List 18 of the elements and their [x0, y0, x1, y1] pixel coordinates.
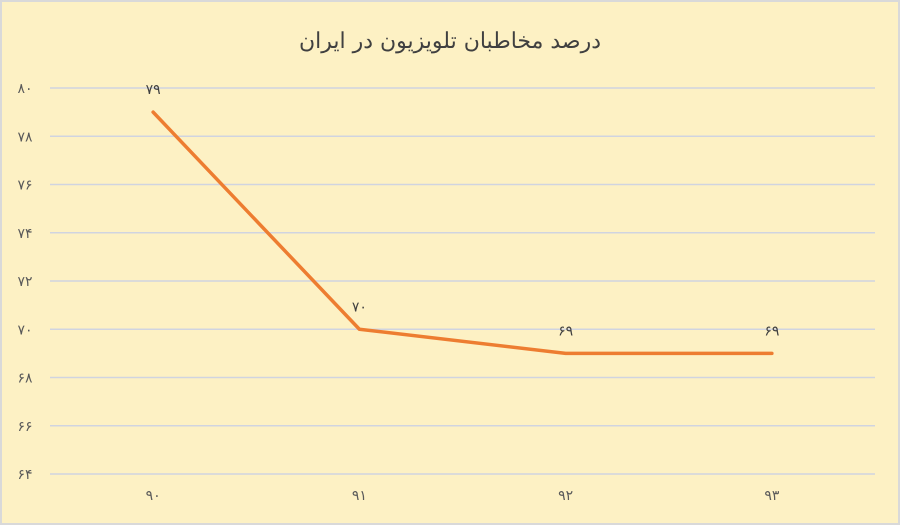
x-tick-label: ۹۲ [558, 488, 574, 504]
y-tick-label: ۷۲ [17, 274, 33, 290]
y-tick-label: ۶۶ [17, 418, 33, 435]
chart-title: درصد مخاطبان تلویزیون در ایران [298, 29, 602, 54]
y-tick-label: ۷۶ [17, 178, 33, 194]
y-tick-label: ۶۴ [17, 467, 33, 483]
x-tick-label: ۹۰ [146, 488, 161, 504]
y-tick-label: ۷۸ [17, 129, 33, 146]
data-label: ۶۹ [764, 323, 780, 340]
x-tick-label: ۹۱ [352, 488, 367, 504]
data-label: ۷۰ [352, 299, 367, 316]
y-tick-label: ۷۰ [17, 322, 33, 338]
data-label: ۶۹ [558, 323, 574, 340]
data-label: ۷۹ [146, 82, 161, 98]
x-tick-label: ۹۳ [764, 488, 780, 504]
y-tick-label: ۷۴ [17, 226, 33, 242]
y-tick-label: ۶۸ [17, 370, 33, 386]
y-tick-label: ۸۰ [17, 81, 33, 97]
